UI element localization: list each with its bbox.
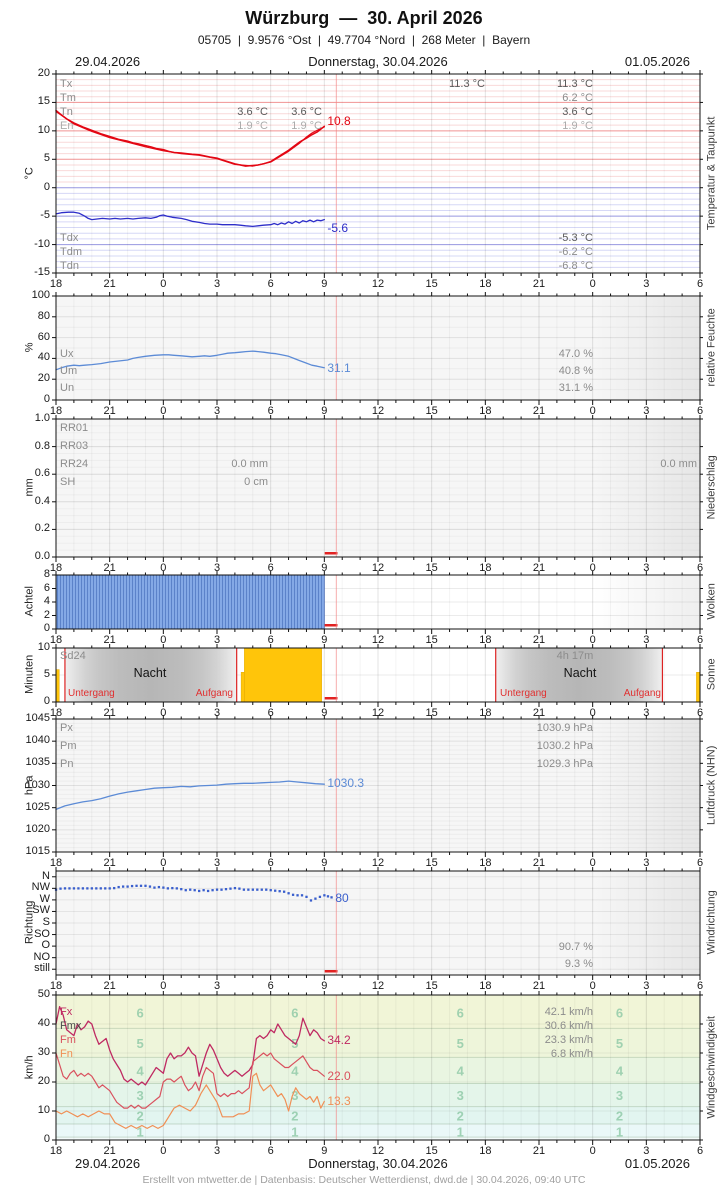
station-meta: 05705 | 9.9576 °Ost | 49.7704 °Nord | 26… — [197, 33, 531, 47]
credit-line: Erstellt von mtwetter.de | Datenbasis: D… — [142, 1174, 586, 1186]
beaufort-number: 4 — [291, 1063, 299, 1078]
beaufort-number: 4 — [457, 1063, 465, 1078]
page-title: Würzburg — 30. April 2026 — [245, 8, 483, 28]
beaufort-number: 3 — [616, 1088, 623, 1103]
beaufort-number: 2 — [616, 1108, 623, 1123]
beaufort-number: 3 — [136, 1088, 143, 1103]
date-top-left: 29.04.2026 — [75, 54, 141, 69]
beaufort-number: 1 — [136, 1124, 143, 1139]
beaufort-number: 6 — [291, 1005, 298, 1020]
beaufort-number: 5 — [136, 1036, 143, 1051]
date-row-bottom: 29.04.2026 Donnerstag, 30.04.2026 01.05.… — [0, 1156, 728, 1172]
beaufort-number: 3 — [457, 1088, 464, 1103]
beaufort-number: 2 — [291, 1108, 298, 1123]
beaufort-number: 6 — [457, 1005, 464, 1020]
beaufort-number: 3 — [291, 1088, 298, 1103]
beaufort-number: 5 — [616, 1036, 623, 1051]
date-bottom-right: 01.05.2026 — [624, 1156, 690, 1171]
beaufort-number: 4 — [616, 1063, 624, 1078]
date-top-center: Donnerstag, 30.04.2026 — [308, 54, 448, 69]
date-bottom-left: 29.04.2026 — [75, 1156, 141, 1171]
beaufort-number: 1 — [291, 1124, 298, 1139]
date-row-top: 29.04.2026 Donnerstag, 30.04.2026 01.05.… — [0, 54, 728, 70]
beaufort-number: 5 — [457, 1036, 464, 1051]
beaufort-number: 2 — [136, 1108, 143, 1123]
beaufort-number: 1 — [616, 1124, 623, 1139]
beaufort-number: 6 — [616, 1005, 623, 1020]
beaufort-number: 6 — [136, 1005, 143, 1020]
date-top-right: 01.05.2026 — [624, 54, 690, 69]
beaufort-number: 1 — [457, 1124, 464, 1139]
date-bottom-center: Donnerstag, 30.04.2026 — [308, 1156, 448, 1171]
beaufort-number: 4 — [136, 1063, 144, 1078]
beaufort-number: 2 — [457, 1108, 464, 1123]
